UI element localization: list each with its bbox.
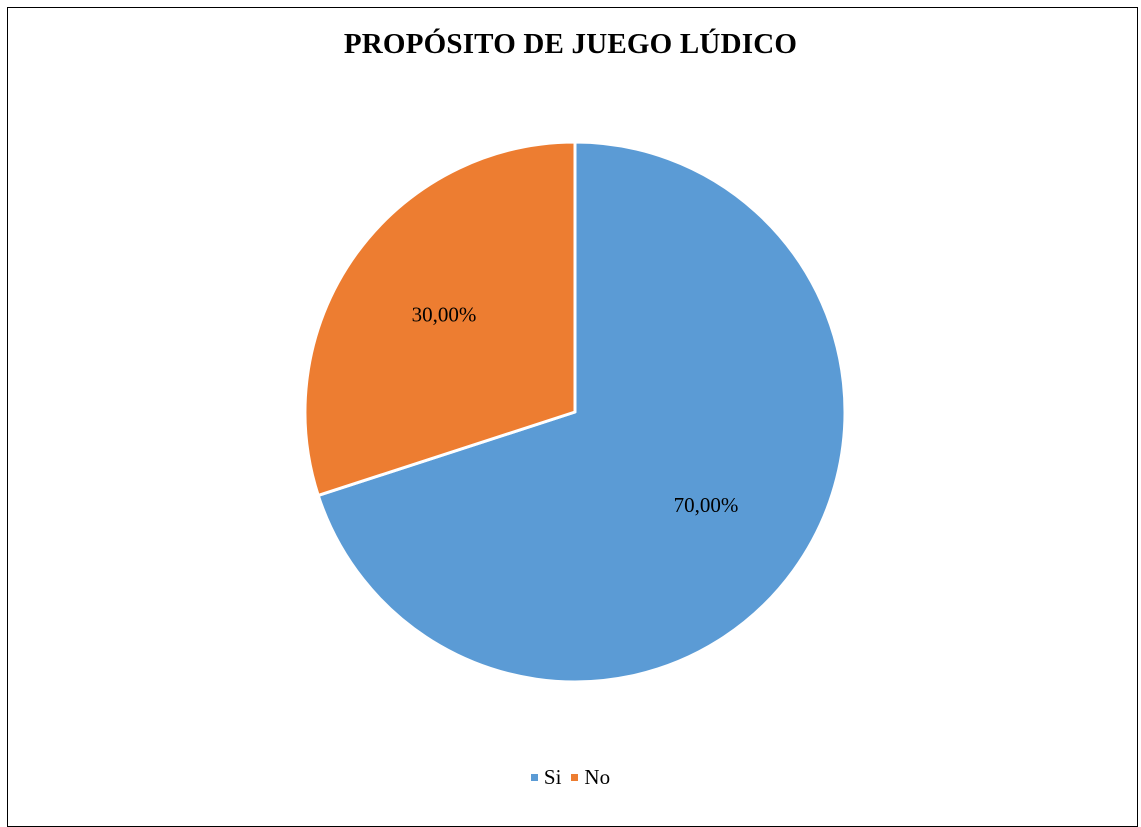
pie-slice-no: [303, 140, 577, 497]
legend-label-no: No: [584, 765, 611, 789]
legend-item-no: No: [571, 765, 610, 790]
legend-label-si: Si: [543, 765, 562, 789]
legend-swatch-no: [571, 774, 579, 781]
legend-item-si: Si: [530, 765, 562, 790]
pie-slices: [303, 140, 847, 684]
data-label-no: 30,00%: [412, 303, 477, 327]
pie-data-labels: 70,00% 30,00%: [412, 303, 739, 517]
legend-swatch-si: [530, 774, 538, 781]
pie-slice-si: [316, 140, 847, 684]
chart-title: PROPÓSITO DE JUEGO LÚDICO: [343, 28, 798, 60]
data-label-si: 70,00%: [674, 493, 739, 517]
chart-legend: Si No: [0, 765, 1141, 790]
